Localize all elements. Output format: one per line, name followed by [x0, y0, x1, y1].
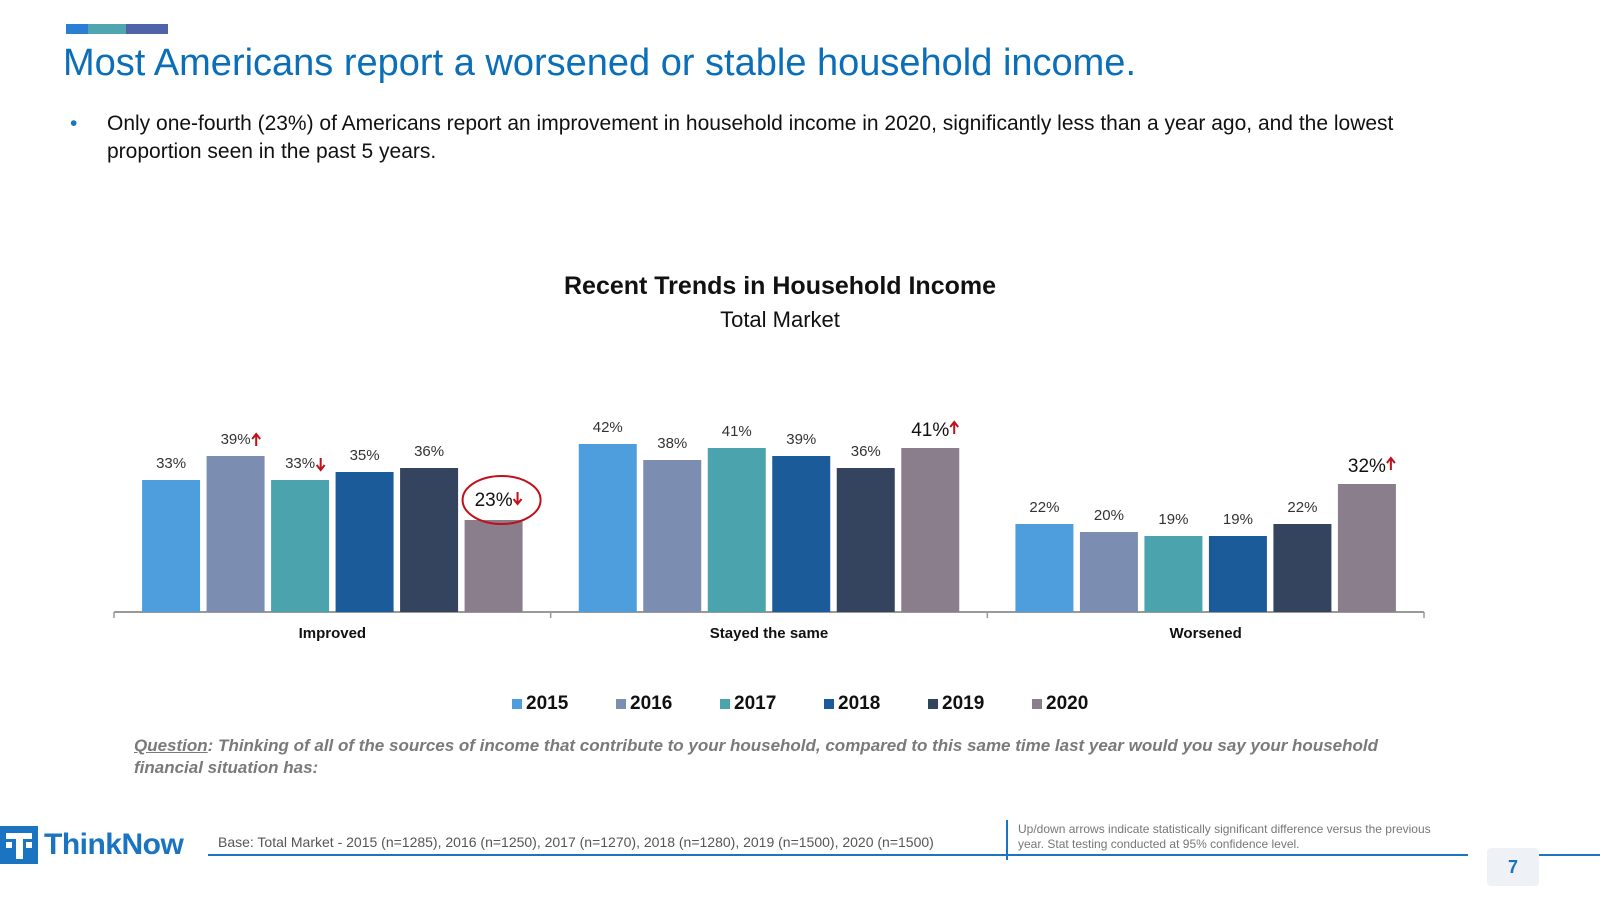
- legend-label: 2019: [942, 693, 985, 714]
- bar-2019-2: [1273, 524, 1332, 612]
- bar-2018-0: [335, 472, 394, 612]
- arrow-down-icon: [315, 458, 326, 472]
- thinknow-logo: ThinkNow: [0, 826, 184, 864]
- highlight-circle: [461, 475, 542, 525]
- bar-2019-0: [400, 468, 459, 612]
- bar-2015-1: [578, 444, 637, 612]
- stat-testing-note: Up/down arrows indicate statistically si…: [1018, 822, 1431, 851]
- legend-swatch: [824, 699, 834, 709]
- chart-legend: 2015 2016 2017 2018 2019 2020: [0, 693, 1600, 717]
- data-label: 35%: [350, 447, 380, 464]
- bar-2016-1: [643, 460, 702, 612]
- logo-text: ThinkNow: [44, 828, 184, 861]
- bar-2019-1: [836, 468, 895, 612]
- legend-swatch: [616, 699, 626, 709]
- legend-swatch: [512, 699, 522, 709]
- survey-question: Question: Thinking of all of the sources…: [134, 735, 1394, 779]
- legend-item-2020: 2020: [1032, 693, 1088, 715]
- data-label: 39%: [786, 431, 816, 448]
- arrow-up-icon: [949, 420, 959, 434]
- data-label: 20%: [1094, 507, 1124, 524]
- legend-item-2015: 2015: [512, 693, 568, 715]
- bar-2020-0: [464, 520, 523, 612]
- arrow-up-icon: [251, 432, 261, 446]
- legend-label: 2017: [734, 693, 777, 714]
- bullet-text: Only one-fourth (23%) of Americans repor…: [107, 112, 1394, 163]
- data-label: 33%: [156, 455, 186, 472]
- bullet-dot-icon: •: [70, 112, 78, 135]
- chart-title: Recent Trends in Household Income: [563, 272, 997, 300]
- logo-mark-icon: [0, 826, 38, 864]
- chart-subtitle: Total Market: [720, 307, 840, 332]
- legend-item-2018: 2018: [824, 693, 880, 715]
- slide-title: Most Americans report a worsened or stab…: [63, 42, 1136, 84]
- data-label: 19%: [1223, 511, 1253, 528]
- data-label: 23%: [475, 490, 513, 511]
- base-sizes-note: Base: Total Market - 2015 (n=1285), 2016…: [218, 834, 934, 850]
- data-label: 36%: [414, 443, 444, 460]
- legend-label: 2015: [526, 693, 569, 714]
- footer-divider: [1006, 820, 1008, 860]
- data-label: 42%: [593, 419, 623, 436]
- bullet-point: • Only one-fourth (23%) of Americans rep…: [70, 110, 1490, 166]
- data-label: 22%: [1287, 499, 1317, 516]
- legend-item-2017: 2017: [720, 693, 776, 715]
- category-label: Worsened: [1170, 625, 1242, 642]
- header-accent-bar: [66, 24, 168, 34]
- legend-label: 2016: [630, 693, 673, 714]
- bar-2016-0: [206, 456, 265, 612]
- legend-label: 2020: [1046, 693, 1089, 714]
- bar-2020-1: [901, 448, 960, 612]
- data-label: 36%: [851, 443, 881, 460]
- bar-2017-1: [707, 448, 766, 612]
- legend-swatch: [720, 699, 730, 709]
- bar-2016-2: [1079, 532, 1138, 612]
- bar-chart: 33% 39% 33% 35% 36% 23% Improved 42% 38% 41% 39% 36…: [113, 419, 1425, 642]
- bar-2020-2: [1337, 484, 1396, 612]
- legend-item-2019: 2019: [928, 693, 984, 715]
- data-label: 33%: [285, 455, 315, 472]
- legend-swatch: [928, 699, 938, 709]
- bar-2015-0: [142, 480, 201, 612]
- accent-segment-1: [66, 24, 88, 34]
- arrow-down-icon: [512, 492, 523, 506]
- footer-rule-right: [1528, 854, 1600, 856]
- arrow-up-icon: [1386, 456, 1396, 470]
- footer-rule: [208, 854, 1468, 856]
- bar-2015-2: [1015, 524, 1074, 612]
- data-label: 19%: [1158, 511, 1188, 528]
- category-label: Stayed the same: [710, 625, 828, 642]
- accent-segment-2: [88, 24, 126, 34]
- accent-segment-3: [126, 24, 168, 34]
- page-number: 7: [1487, 848, 1539, 886]
- data-label: 32%: [1348, 456, 1386, 477]
- legend-swatch: [1032, 699, 1042, 709]
- question-label: Question: [134, 736, 208, 755]
- question-text: : Thinking of all of the sources of inco…: [134, 736, 1378, 777]
- bar-2017-0: [271, 480, 330, 612]
- data-label: 41%: [722, 423, 752, 440]
- category-label: Improved: [299, 625, 367, 642]
- data-label: 41%: [911, 420, 949, 441]
- legend-item-2016: 2016: [616, 693, 672, 715]
- legend-label: 2018: [838, 693, 881, 714]
- data-label: 38%: [657, 435, 687, 452]
- bar-2017-2: [1144, 536, 1203, 612]
- data-label: 39%: [221, 431, 251, 448]
- bar-2018-2: [1208, 536, 1267, 612]
- data-label: 22%: [1029, 499, 1059, 516]
- bar-2018-1: [772, 456, 831, 612]
